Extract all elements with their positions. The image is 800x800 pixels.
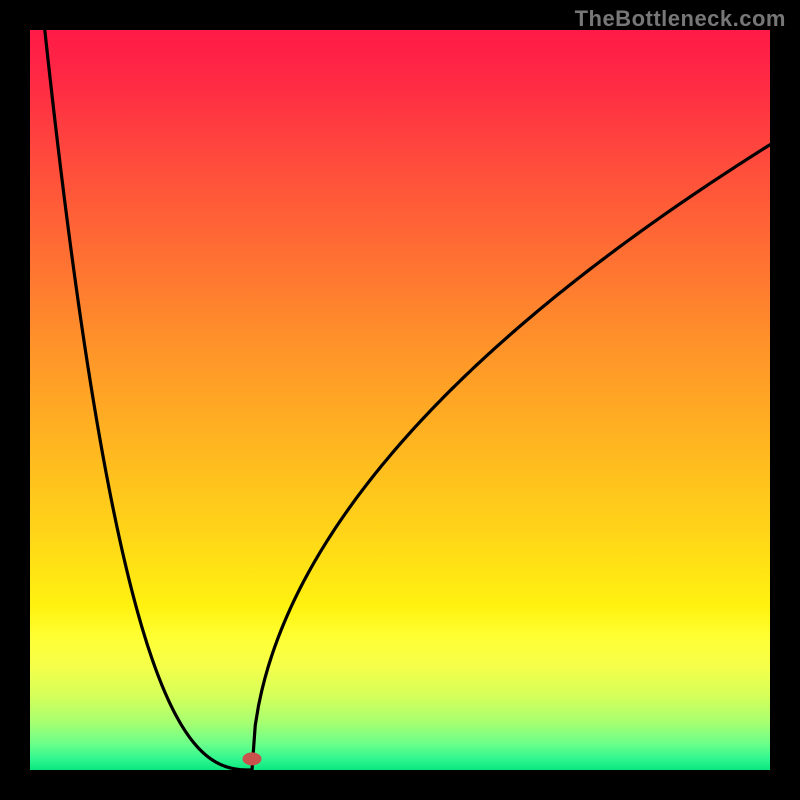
min-marker <box>243 753 261 765</box>
chart-svg <box>30 30 770 770</box>
gradient-bg <box>30 30 770 770</box>
watermark-text: TheBottleneck.com <box>575 6 786 32</box>
outer-frame: TheBottleneck.com <box>0 0 800 800</box>
plot-area <box>30 30 770 770</box>
